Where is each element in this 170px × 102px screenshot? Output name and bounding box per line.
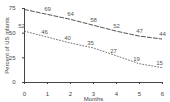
svg-text:Months: Months	[84, 96, 104, 102]
svg-text:15: 15	[156, 60, 163, 66]
svg-text:6: 6	[161, 91, 165, 97]
svg-text:0: 0	[23, 91, 27, 97]
svg-text:44: 44	[159, 31, 166, 37]
svg-text:Percent of US infants: Percent of US infants	[4, 17, 10, 74]
svg-text:4: 4	[115, 91, 119, 97]
svg-text:47: 47	[136, 28, 143, 34]
svg-text:58: 58	[90, 17, 97, 23]
svg-text:40: 40	[64, 35, 71, 41]
svg-text:52: 52	[18, 23, 25, 30]
svg-text:3: 3	[91, 90, 96, 97]
svg-text:64: 64	[67, 11, 74, 17]
svg-text:52: 52	[113, 23, 120, 29]
svg-text:5: 5	[138, 91, 142, 97]
svg-text:2: 2	[69, 91, 73, 97]
svg-text:19: 19	[133, 56, 140, 62]
svg-text:1: 1	[46, 91, 50, 97]
svg-text:0: 0	[12, 79, 16, 85]
svg-text:50: 50	[9, 30, 16, 36]
svg-text:25: 25	[9, 55, 16, 61]
svg-text:46: 46	[41, 29, 48, 35]
svg-text:35: 35	[87, 40, 94, 46]
svg-text:27: 27	[110, 48, 117, 54]
svg-text:69: 69	[44, 6, 51, 12]
svg-text:75: 75	[9, 5, 16, 11]
